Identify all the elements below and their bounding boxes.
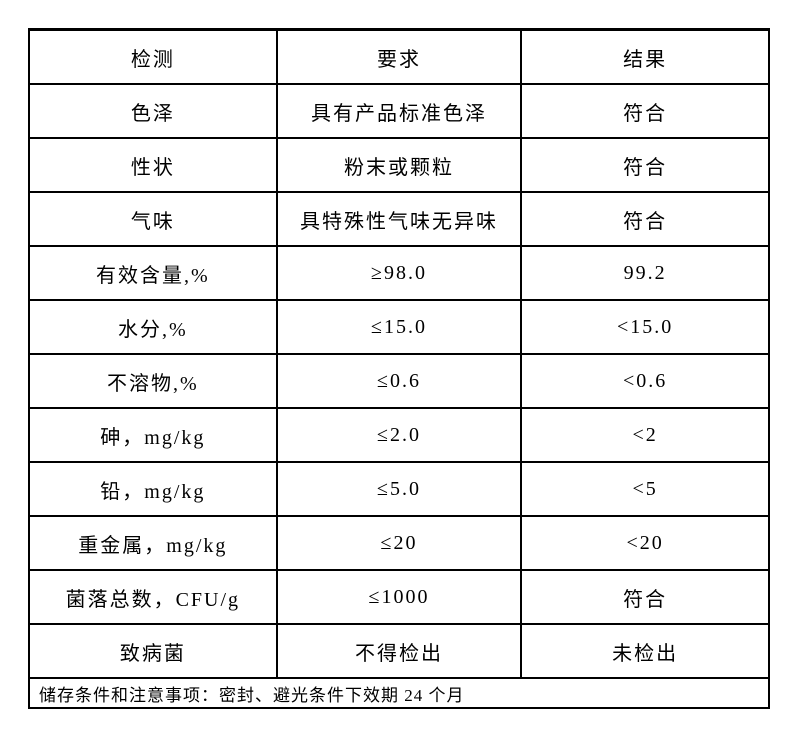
table-header: 检测 要求 结果 [28, 28, 770, 85]
table-footer: 储存条件和注意事项：密封、避光条件下效期 24 个月 [28, 677, 770, 709]
test-item-cell: 致病菌 [28, 623, 278, 679]
table-row: 有效含量,% ≥98.0 99.2 [28, 245, 770, 301]
result-cell: <0.6 [520, 353, 770, 409]
table-row: 色泽 具有产品标准色泽 符合 [28, 83, 770, 139]
table-footer-row: 储存条件和注意事项：密封、避光条件下效期 24 个月 [28, 677, 770, 709]
requirement-cell: ≥98.0 [275, 245, 523, 301]
requirement-cell: 不得检出 [275, 623, 523, 679]
result-cell: 符合 [520, 137, 770, 193]
column-header-requirement: 要求 [275, 28, 523, 85]
test-item-cell: 不溶物,% [28, 353, 278, 409]
test-item-cell: 菌落总数，CFU/g [28, 569, 278, 625]
requirement-cell: ≤20 [275, 515, 523, 571]
column-header-result: 结果 [520, 28, 770, 85]
requirement-cell: ≤2.0 [275, 407, 523, 463]
storage-conditions-note: 储存条件和注意事项：密封、避光条件下效期 24 个月 [28, 677, 770, 709]
result-cell: 符合 [520, 191, 770, 247]
result-cell: <5 [520, 461, 770, 517]
requirement-cell: 具有产品标准色泽 [275, 83, 523, 139]
test-item-cell: 重金属，mg/kg [28, 515, 278, 571]
result-cell: <20 [520, 515, 770, 571]
table-header-row: 检测 要求 结果 [28, 28, 770, 85]
test-item-cell: 有效含量,% [28, 245, 278, 301]
inspection-table: 检测 要求 结果 色泽 具有产品标准色泽 符合 性状 粉末或颗粒 符合 气味 具特殊性气味无异味符… [28, 28, 770, 709]
table-row: 砷，mg/kg ≤2.0 <2 [28, 407, 770, 463]
result-cell: 99.2 [520, 245, 770, 301]
table-row: 水分,% ≤15.0 <15.0 [28, 299, 770, 355]
table-row: 菌落总数，CFU/g ≤1000 符合 [28, 569, 770, 625]
test-item-cell: 铅，mg/kg [28, 461, 278, 517]
result-cell: <15.0 [520, 299, 770, 355]
requirement-cell: ≤0.6 [275, 353, 523, 409]
requirement-cell: ≤5.0 [275, 461, 523, 517]
test-item-cell: 性状 [28, 137, 278, 193]
result-cell: <2 [520, 407, 770, 463]
test-item-cell: 气味 [28, 191, 278, 247]
table-body: 色泽 具有产品标准色泽 符合 性状 粉末或颗粒 符合 气味 具特殊性气味无异味 符合 有效含量,%… [28, 83, 770, 679]
table-row: 不溶物,% ≤0.6 <0.6 [28, 353, 770, 409]
table-row: 致病菌 不得检出 未检出 [28, 623, 770, 679]
table-row: 气味 具特殊性气味无异味 符合 [28, 191, 770, 247]
requirement-cell: 具特殊性气味无异味 [275, 191, 523, 247]
test-item-cell: 砷，mg/kg [28, 407, 278, 463]
column-header-test: 检测 [28, 28, 278, 85]
requirement-cell: ≤15.0 [275, 299, 523, 355]
result-cell: 符合 [520, 83, 770, 139]
result-cell: 符合 [520, 569, 770, 625]
result-cell: 未检出 [520, 623, 770, 679]
table-row: 铅，mg/kg ≤5.0 <5 [28, 461, 770, 517]
table-row: 重金属，mg/kg ≤20 <20 [28, 515, 770, 571]
requirement-cell: 粉末或颗粒 [275, 137, 523, 193]
test-item-cell: 水分,% [28, 299, 278, 355]
test-item-cell: 色泽 [28, 83, 278, 139]
table-row: 性状 粉末或颗粒 符合 [28, 137, 770, 193]
requirement-cell: ≤1000 [275, 569, 523, 625]
